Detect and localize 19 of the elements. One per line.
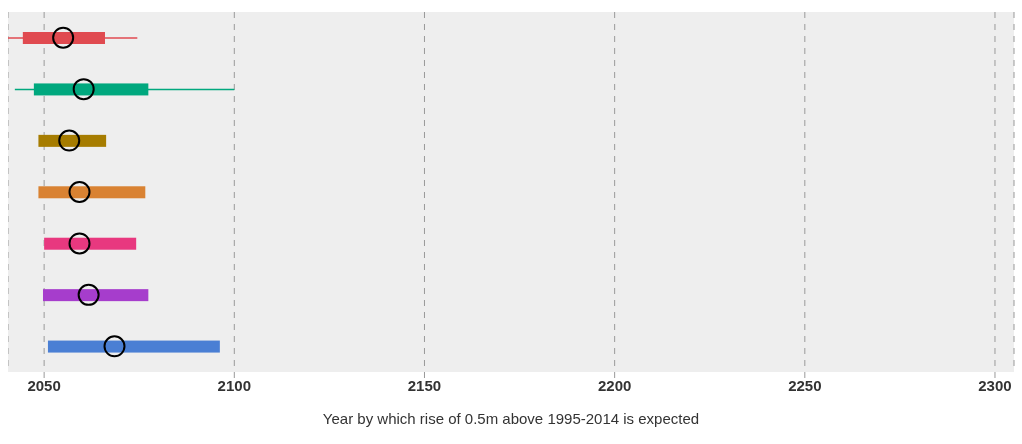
bar	[44, 237, 137, 250]
x-tick-label: 2200	[597, 376, 632, 394]
x-tick-label: 2150	[407, 376, 442, 394]
bar	[47, 340, 220, 353]
x-tick-label: 2250	[788, 376, 822, 394]
point	[58, 129, 81, 152]
x-axis-title: Year by which rise of 0.5m above 1995-2014 is expected	[322, 410, 700, 427]
bar	[42, 289, 149, 302]
point	[68, 181, 91, 203]
point	[72, 78, 95, 101]
point	[68, 232, 91, 255]
point	[103, 335, 126, 358]
bar	[38, 186, 146, 199]
x-tick-label: 2300	[978, 376, 1012, 394]
point	[52, 26, 75, 49]
point	[77, 283, 100, 306]
x-tick-label: 2050	[27, 376, 61, 394]
x-tick-label: 2100	[217, 376, 251, 394]
bar	[38, 134, 107, 147]
